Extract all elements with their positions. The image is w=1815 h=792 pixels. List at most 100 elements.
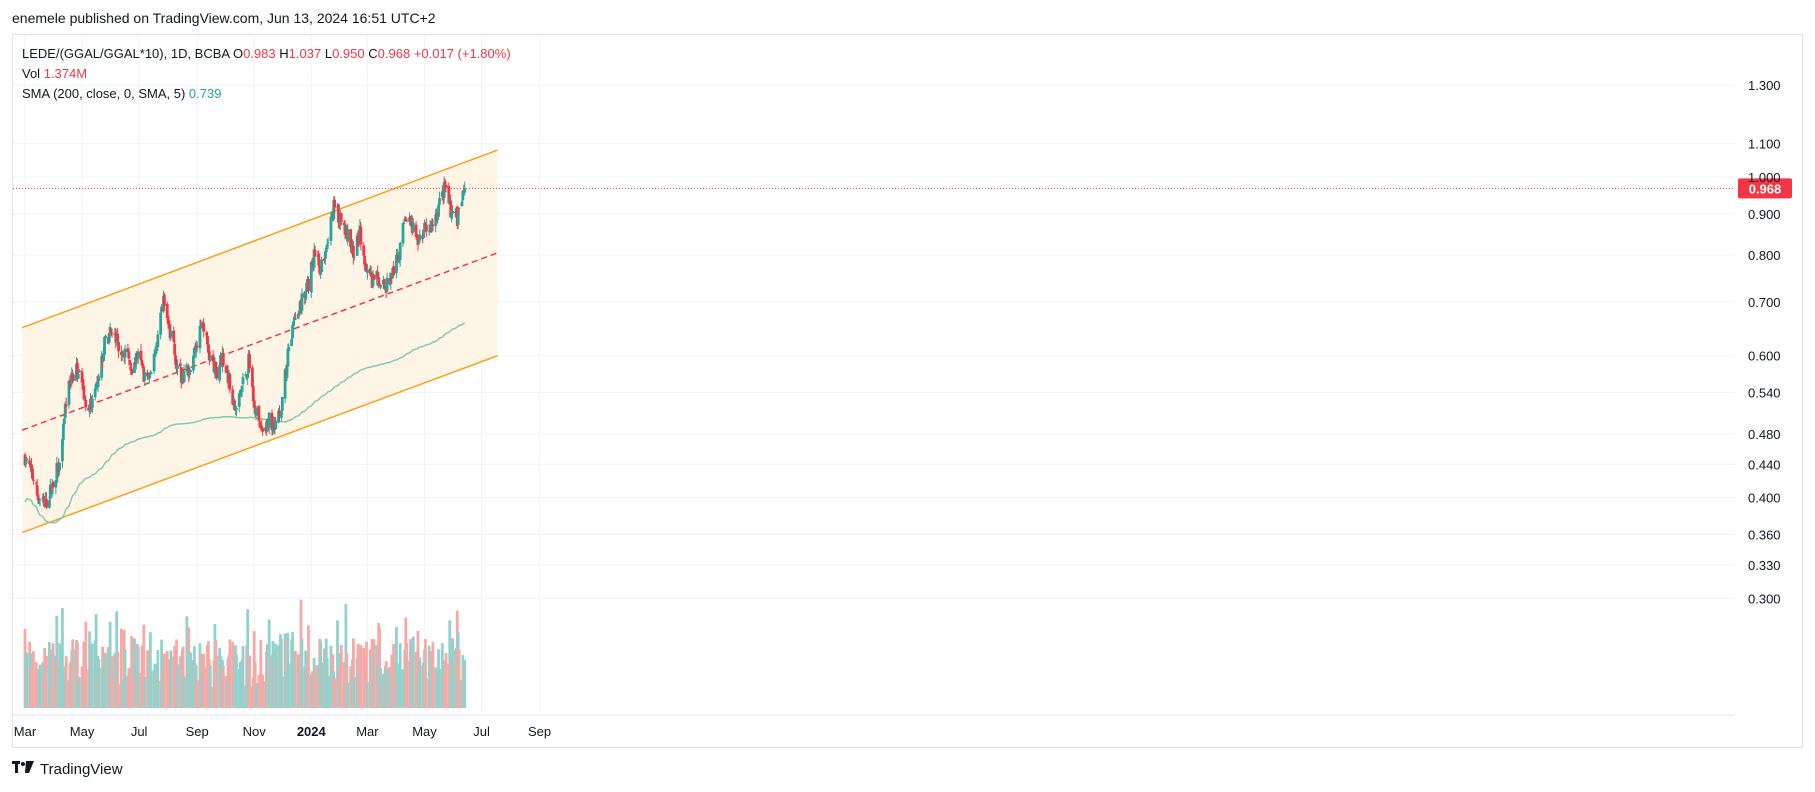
x-tick-label: Sep xyxy=(186,724,209,739)
candle xyxy=(309,260,313,299)
candle-body xyxy=(274,421,278,429)
candle xyxy=(172,326,176,344)
candle-body xyxy=(324,247,328,253)
candle xyxy=(274,417,278,430)
candle-body xyxy=(50,483,54,495)
candle xyxy=(254,405,258,421)
candle xyxy=(87,405,91,411)
candle-body xyxy=(252,401,256,408)
candle xyxy=(457,207,461,214)
candle-body xyxy=(64,404,68,407)
legend-symbol[interactable]: LEDE/(GGAL/GGAL*10), 1D, BCBA xyxy=(22,46,230,61)
candle xyxy=(240,385,244,398)
candle-body xyxy=(457,207,461,209)
y-tick-label: 0.700 xyxy=(1748,295,1781,310)
candle-body xyxy=(409,216,412,222)
candle xyxy=(154,342,158,357)
candle-body xyxy=(450,213,454,219)
candle-body xyxy=(213,363,217,375)
candle xyxy=(182,364,186,383)
volume-bar xyxy=(359,645,363,708)
candle xyxy=(434,208,438,233)
candle xyxy=(405,217,409,223)
candle xyxy=(32,473,35,485)
candle xyxy=(25,456,29,463)
volume-bar xyxy=(261,675,265,708)
candle-body xyxy=(418,234,422,241)
candle xyxy=(185,362,189,375)
candle-body xyxy=(156,334,160,348)
candle-body xyxy=(186,366,190,368)
legend-vol-label[interactable]: Vol xyxy=(22,66,41,81)
candle-body xyxy=(339,213,343,222)
candle-body xyxy=(206,345,210,353)
volume-bar xyxy=(326,676,330,708)
candle xyxy=(409,215,412,227)
volume-bar xyxy=(176,664,179,708)
candle-body xyxy=(37,500,41,502)
candle xyxy=(264,428,268,436)
footer-brand[interactable]: TradingView xyxy=(12,760,123,779)
candle xyxy=(136,348,140,365)
candle xyxy=(359,222,363,251)
candle xyxy=(194,340,198,359)
candle-body xyxy=(228,374,232,390)
candle-body xyxy=(319,273,323,275)
candle xyxy=(325,239,329,249)
candle xyxy=(235,405,238,417)
candle-body xyxy=(167,321,171,326)
candle xyxy=(241,372,245,390)
legend-l-label: L xyxy=(324,46,333,61)
candle xyxy=(195,341,199,350)
candle-body xyxy=(285,366,289,378)
volume-bar xyxy=(221,665,225,708)
volume-bar xyxy=(392,644,396,708)
candle-body xyxy=(173,343,177,355)
volume-bar xyxy=(182,676,186,708)
candle xyxy=(392,260,396,277)
candle xyxy=(437,203,440,221)
y-tick-label: 0.330 xyxy=(1748,558,1781,573)
volume-bar xyxy=(84,621,88,708)
candle-body xyxy=(279,411,283,418)
volume-bar xyxy=(123,649,127,708)
candle xyxy=(424,218,428,238)
candle-body xyxy=(453,212,457,214)
candle-body xyxy=(280,396,284,411)
candle-body xyxy=(442,182,446,198)
candle-body xyxy=(305,282,309,292)
volume-bar xyxy=(375,645,379,708)
candle-body xyxy=(443,180,447,185)
volume-bar xyxy=(351,638,355,708)
candle xyxy=(323,251,327,265)
candle-body xyxy=(401,223,405,244)
volume-bar xyxy=(463,659,467,708)
candle-body xyxy=(187,366,191,377)
candle-body xyxy=(126,348,130,353)
candle-body xyxy=(414,224,418,237)
legend-sma-label[interactable]: SMA (200, close, 0, SMA, 5) xyxy=(22,86,186,101)
candle-body xyxy=(110,332,114,334)
candle-body xyxy=(214,361,218,367)
candle-body xyxy=(402,222,406,224)
volume-bar xyxy=(142,624,146,708)
candle-body xyxy=(82,385,86,400)
candle xyxy=(38,497,42,507)
y-tick-label: 0.540 xyxy=(1748,386,1781,401)
candle-body xyxy=(346,229,350,242)
candle-body xyxy=(140,361,144,365)
candle-body xyxy=(192,348,196,358)
volume-bar xyxy=(58,643,62,708)
volume-bar xyxy=(254,683,258,708)
candle xyxy=(351,240,355,265)
candle-body xyxy=(239,390,243,394)
candle xyxy=(364,255,367,272)
candle xyxy=(109,328,113,336)
volume-bar xyxy=(195,680,199,708)
candle xyxy=(37,497,41,505)
candle xyxy=(64,397,68,414)
volume-bar xyxy=(411,636,415,708)
x-tick-label: May xyxy=(412,724,437,739)
candle-body xyxy=(349,229,352,248)
